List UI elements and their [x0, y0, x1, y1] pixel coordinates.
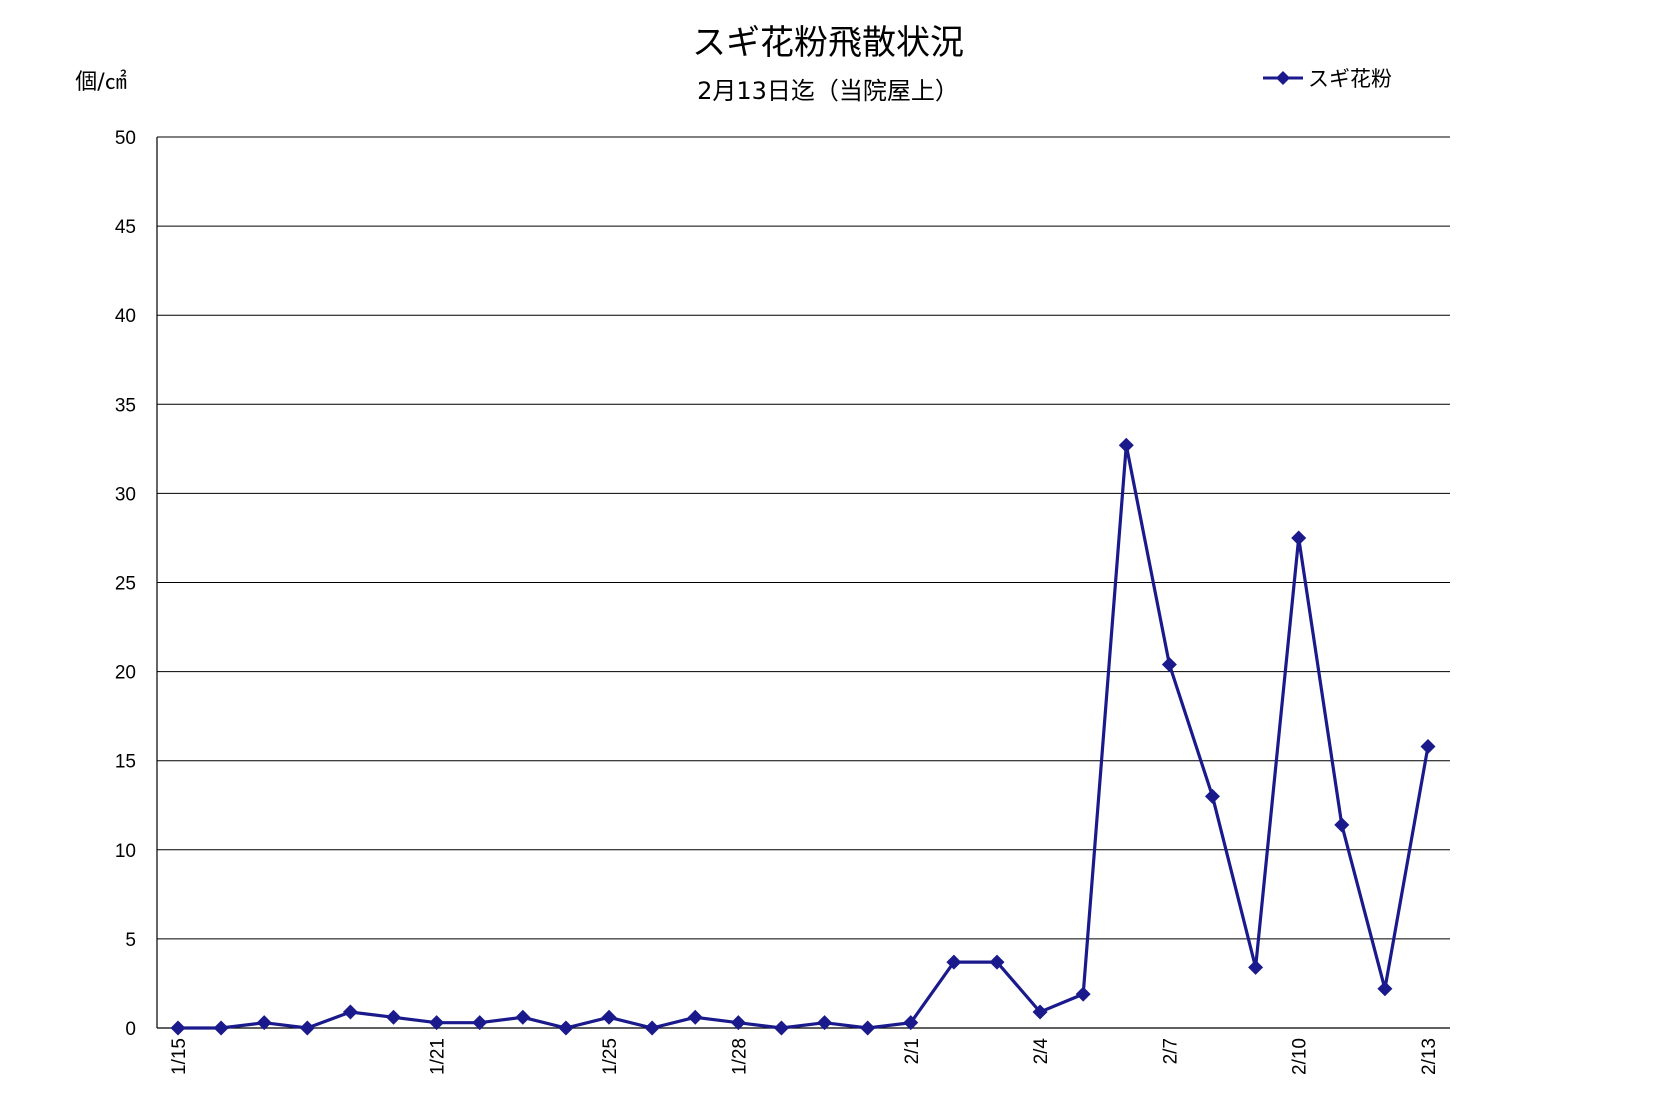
x-tick-label: 1/28	[729, 1038, 750, 1075]
data-point	[1291, 530, 1307, 546]
data-point	[1032, 1004, 1048, 1020]
data-point	[1204, 788, 1220, 804]
data-point	[601, 1009, 617, 1025]
data-point	[256, 1015, 272, 1031]
data-point	[946, 954, 962, 970]
chart-subtitle: 2月13日迄（当院屋上）	[697, 77, 959, 105]
data-point	[817, 1015, 833, 1031]
data-point	[687, 1009, 703, 1025]
y-tick-label: 0	[125, 1019, 136, 1040]
x-tick-label: 2/1	[902, 1038, 923, 1064]
data-point	[1420, 738, 1436, 754]
x-tick-label: 1/25	[600, 1038, 621, 1075]
y-axis-ticks: 0 5 10 15 20 25 30 35 40 45 50	[115, 128, 136, 1040]
data-point	[644, 1020, 660, 1036]
data-point	[989, 954, 1005, 970]
y-tick-label: 20	[115, 663, 136, 684]
x-tick-label: 1/21	[428, 1038, 449, 1075]
data-point	[1248, 959, 1264, 975]
y-tick-label: 50	[115, 128, 136, 149]
x-tick-label: 2/7	[1160, 1038, 1181, 1064]
data-point	[1377, 981, 1393, 997]
x-axis-ticks: 1/15 1/21 1/25 1/28 2/1 2/4 2/7 2/10 2/13	[169, 1038, 1440, 1075]
y-tick-label: 10	[115, 841, 136, 862]
legend-label: スギ花粉	[1308, 67, 1392, 91]
y-tick-label: 30	[115, 484, 136, 505]
axes	[156, 137, 1450, 1029]
x-tick-label: 1/15	[169, 1038, 190, 1075]
x-tick-label: 2/13	[1419, 1038, 1440, 1075]
x-tick-label: 2/10	[1290, 1038, 1311, 1075]
y-tick-label: 35	[115, 395, 136, 416]
series-line	[178, 444, 1430, 1030]
y-tick-label: 40	[115, 306, 136, 327]
data-point	[903, 1015, 919, 1031]
data-point	[1118, 437, 1134, 453]
data-point	[342, 1004, 358, 1020]
data-point	[1161, 656, 1177, 672]
data-point	[386, 1009, 402, 1025]
y-tick-label: 25	[115, 574, 136, 595]
data-point	[558, 1020, 574, 1036]
x-tick-label: 2/4	[1031, 1038, 1052, 1065]
gridlines	[157, 136, 1450, 940]
data-point	[213, 1020, 229, 1036]
data-point	[515, 1009, 531, 1025]
y-tick-label: 45	[115, 217, 136, 238]
data-point	[299, 1020, 315, 1036]
data-point	[472, 1015, 488, 1031]
data-point	[429, 1015, 445, 1031]
data-point	[730, 1015, 746, 1031]
series-sugi	[170, 437, 1436, 1036]
data-point	[860, 1020, 876, 1036]
data-point	[1334, 817, 1350, 833]
y-tick-label: 15	[115, 752, 136, 773]
chart-title: スギ花粉飛散状況	[692, 23, 964, 63]
legend: スギ花粉	[1263, 67, 1392, 91]
y-axis-unit: 個/㎠	[75, 69, 126, 95]
data-point	[773, 1020, 789, 1036]
data-point	[1075, 986, 1091, 1002]
y-tick-label: 5	[125, 930, 136, 951]
data-point	[170, 1020, 186, 1036]
legend-marker	[1276, 71, 1290, 85]
